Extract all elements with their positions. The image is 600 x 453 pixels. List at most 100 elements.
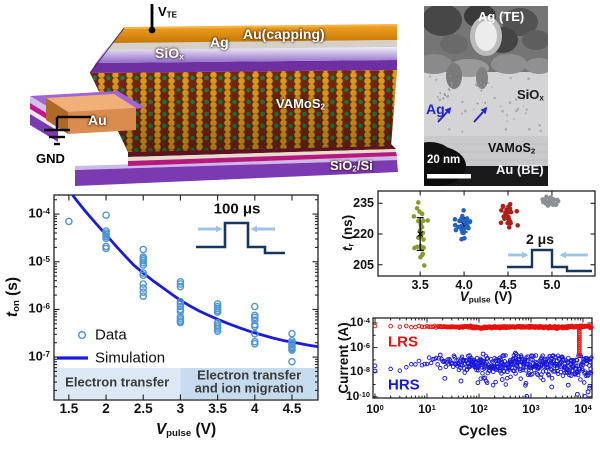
legend-data-label: Data <box>95 326 127 344</box>
y-tick-label: 205 <box>353 257 374 272</box>
gnd-symbol <box>44 115 95 146</box>
x-tick-label: 4 <box>251 401 259 417</box>
device-schematic-panel: VTE Au(capping) Ag SiOx VAMoS2 Au GND Si… <box>0 0 405 190</box>
tem-micrograph <box>424 6 548 186</box>
endurance-chart: LRS HRS 100 101 102 103 104 10-4 10-6 10-8 10-10 Cy… <box>333 303 600 453</box>
vte-wire <box>148 4 156 34</box>
tr-vs-vpulse-chart: 2 μs 3.5 4.0 4.5 5.0 205 220 235 Vpulse (V) tr (n… <box>333 184 600 305</box>
substrate-purple-slab <box>75 160 398 186</box>
y-tick-label: 10-8 <box>350 364 370 379</box>
pulse-width-label: 100 μs <box>213 200 261 218</box>
region-label: and ion migration <box>194 380 304 396</box>
y-tick-label: 10-6 <box>350 339 370 354</box>
y-tick-label: 10-7 <box>28 348 50 364</box>
y-axis-label: Current (A) <box>336 322 352 394</box>
y-tick-label: 235 <box>353 196 374 211</box>
tem-label-siox: SiOx <box>517 87 544 103</box>
cluster-5 <box>540 194 561 208</box>
x-axis-label: Vpulse (V) <box>155 420 217 439</box>
axis-ticks <box>373 318 592 398</box>
stack-siox-layer <box>96 47 397 63</box>
tem-arrows <box>437 107 488 123</box>
substrate-magenta-band <box>128 152 397 166</box>
legend-marker <box>77 330 87 340</box>
substrate-cream-band <box>128 149 396 161</box>
tem-ag-particles <box>429 75 543 133</box>
substrate-lavender-stripe <box>75 156 397 170</box>
x-tick-label: 100 <box>366 402 384 417</box>
x-tick-label: 3.5 <box>208 401 227 417</box>
stack-purple-layer <box>90 60 397 73</box>
label-vte: VTE <box>158 4 177 20</box>
tem-label-ag-te: Ag (TE) <box>478 9 525 24</box>
pulse-waveform <box>507 248 592 273</box>
axis-ticks <box>54 195 318 400</box>
x-axis-label: Vpulse (V) <box>459 288 513 305</box>
label-substrate: SiO2/Si <box>330 158 373 174</box>
axis-ticks <box>378 191 595 276</box>
y-axis-label: tr (ns) <box>339 214 356 252</box>
y-axis-label: ton (s) <box>3 276 22 318</box>
label-au-capping: Au(capping) <box>243 26 325 42</box>
y-tick-label: 10-10 <box>345 388 370 403</box>
x-tick-label: 2.5 <box>133 401 153 417</box>
lrs-series <box>372 323 594 358</box>
tem-dark-blob-2 <box>424 142 452 170</box>
region-label: Electron transfer <box>197 367 302 383</box>
y-tick-label: 220 <box>353 226 374 241</box>
x-tick-label: 104 <box>574 402 592 417</box>
x-tick-label: 4.0 <box>455 277 473 292</box>
cluster-4 <box>452 208 473 242</box>
tr-chart-canvas <box>377 190 596 277</box>
scale-bar <box>427 174 471 179</box>
tem-label-au-be: Au (BE) <box>496 162 544 177</box>
cluster-4.5 <box>498 201 520 230</box>
au-electrode-front <box>68 108 136 134</box>
simulation-line <box>71 194 319 349</box>
hrs-label: HRS <box>388 376 420 394</box>
y-tick-label: 10-4 <box>28 205 50 221</box>
platform-face-purple <box>30 114 58 142</box>
x-tick-label: 101 <box>418 402 436 417</box>
mos2-shading <box>90 70 397 152</box>
tem-image-panel: Ag (TE) SiOx Ag VAMoS2 Au (BE) 20 nm <box>424 6 548 186</box>
x-tick-label: 3 <box>176 401 185 417</box>
device-schematic-drawing <box>30 4 398 186</box>
hrs-series <box>372 350 594 399</box>
stack-au-capping-layer <box>112 25 397 43</box>
y-tick-label: 10-5 <box>28 253 50 269</box>
legend-simulation-label: Simulation <box>95 349 166 367</box>
endurance-chart-canvas <box>372 317 594 399</box>
lrs-label: LRS <box>388 333 418 351</box>
stack-ag-layer <box>105 40 397 50</box>
tem-label-ag: Ag <box>426 101 445 117</box>
au-electrode-top <box>46 94 136 112</box>
pulse-width-label: 2 μs <box>525 230 555 247</box>
x-tick-label: 3.5 <box>411 277 429 292</box>
x-axis-label: Cycles <box>458 422 508 440</box>
y-tick-label: 10-4 <box>350 315 370 330</box>
region-label: Electron transfer <box>65 374 170 390</box>
label-vamos2: VAMoS2 <box>276 96 326 112</box>
regime-regions <box>54 368 318 399</box>
x-tick-label: 1.5 <box>59 401 79 417</box>
platform-face-white <box>30 109 58 131</box>
label-siox-layer: SiOx <box>155 45 184 62</box>
x-tick-label: 4.5 <box>282 401 302 417</box>
tem-label-vamos2: VAMoS2 <box>488 141 536 156</box>
x-tick-label: 4.5 <box>499 277 517 292</box>
x-tick-label: 2 <box>102 401 110 417</box>
label-au-electrode: Au <box>88 112 107 128</box>
data-points <box>65 211 296 366</box>
pulse-waveform <box>196 221 285 255</box>
stack-left-edge <box>89 27 125 74</box>
x-tick-label: 102 <box>470 402 488 417</box>
tem-top-blobs <box>424 6 548 89</box>
label-gnd: GND <box>36 151 65 166</box>
au-capping-highlight <box>123 24 398 29</box>
x-tick-label: 5.0 <box>543 277 561 292</box>
ton-chart-canvas <box>53 194 319 401</box>
y-tick-label: 10-6 <box>28 300 50 316</box>
ton-vs-vpulse-chart: Electron transfer Electron transfer and io… <box>0 186 368 453</box>
